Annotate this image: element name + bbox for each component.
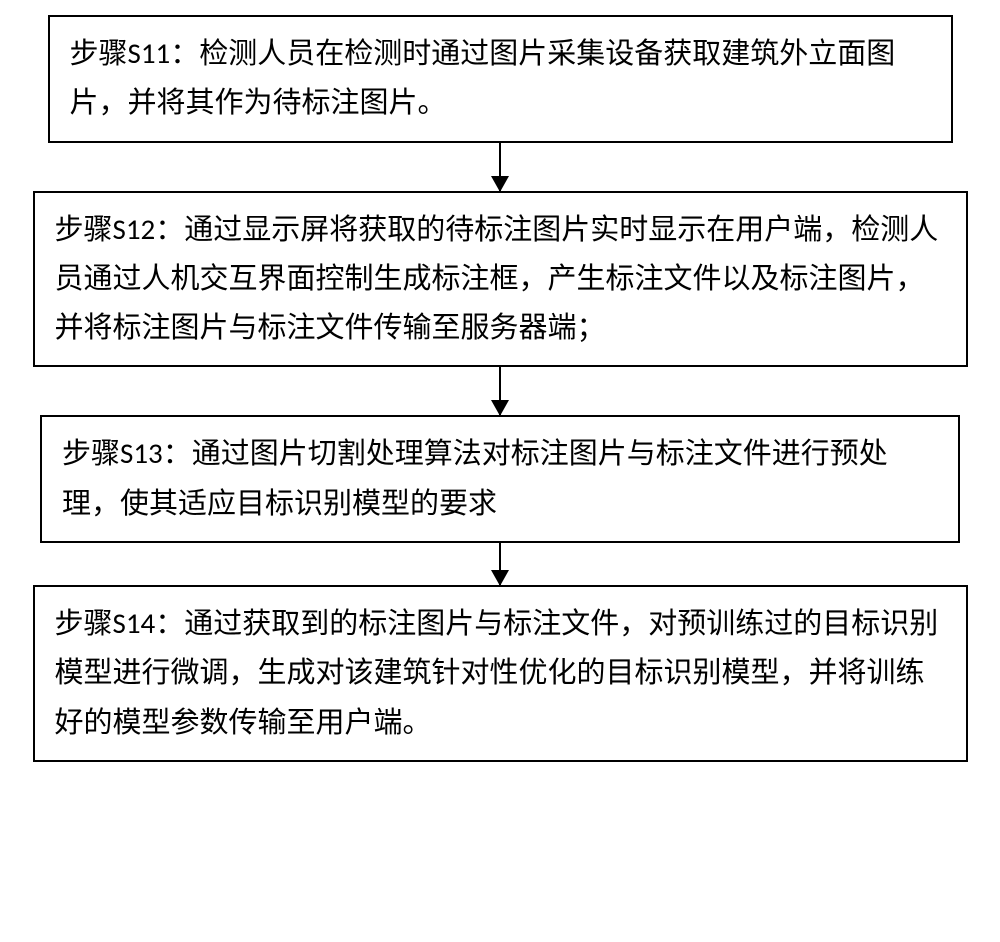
arrow-line-icon <box>499 143 501 191</box>
step-text-s12: 通过显示屏将获取的待标注图片实时显示在用户端，检测人员通过人机交互界面控制生成标… <box>55 214 939 345</box>
arrow-line-icon <box>499 543 501 585</box>
flowchart-step-s13: 步骤S13：通过图片切割处理算法对标注图片与标注文件进行预处理，使其适应目标识别… <box>40 415 960 543</box>
arrow-line-icon <box>499 367 501 415</box>
step-label-s11: 步骤S11： <box>70 35 200 71</box>
flowchart-step-s11: 步骤S11：检测人员在检测时通过图片采集设备获取建筑外立面图片，并将其作为待标注… <box>48 15 953 143</box>
arrow-s12-s13 <box>499 367 501 415</box>
step-label-s14: 步骤S14： <box>55 605 185 641</box>
flowchart-step-s12: 步骤S12：通过显示屏将获取的待标注图片实时显示在用户端，检测人员通过人机交互界… <box>33 191 968 368</box>
step-label-s13: 步骤S13： <box>62 435 192 471</box>
flowchart-step-s14: 步骤S14：通过获取到的标注图片与标注文件，对预训练过的目标识别模型进行微调，生… <box>33 585 968 762</box>
arrow-s11-s12 <box>499 143 501 191</box>
arrow-s13-s14 <box>499 543 501 585</box>
step-text-s14: 通过获取到的标注图片与标注文件，对预训练过的目标识别模型进行微调，生成对该建筑针… <box>55 608 939 739</box>
step-label-s12: 步骤S12： <box>55 211 185 247</box>
